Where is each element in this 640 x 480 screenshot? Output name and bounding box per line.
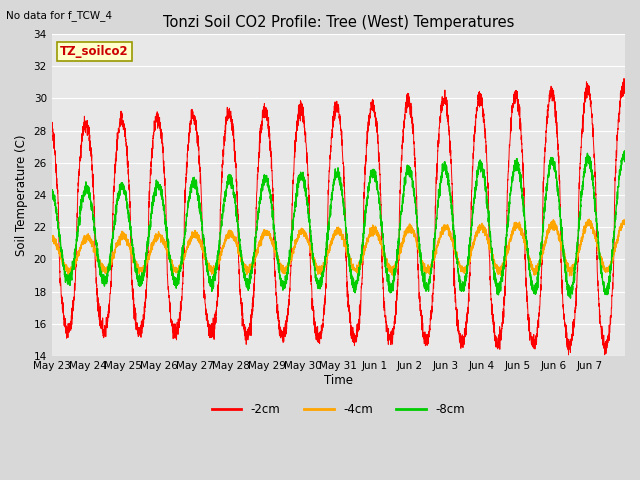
Text: TZ_soilco2: TZ_soilco2 [60, 45, 129, 58]
X-axis label: Time: Time [324, 373, 353, 386]
Y-axis label: Soil Temperature (C): Soil Temperature (C) [15, 134, 28, 256]
Title: Tonzi Soil CO2 Profile: Tree (West) Temperatures: Tonzi Soil CO2 Profile: Tree (West) Temp… [163, 15, 514, 30]
Legend: -2cm, -4cm, -8cm: -2cm, -4cm, -8cm [207, 398, 470, 421]
Text: No data for f_TCW_4: No data for f_TCW_4 [6, 11, 113, 22]
